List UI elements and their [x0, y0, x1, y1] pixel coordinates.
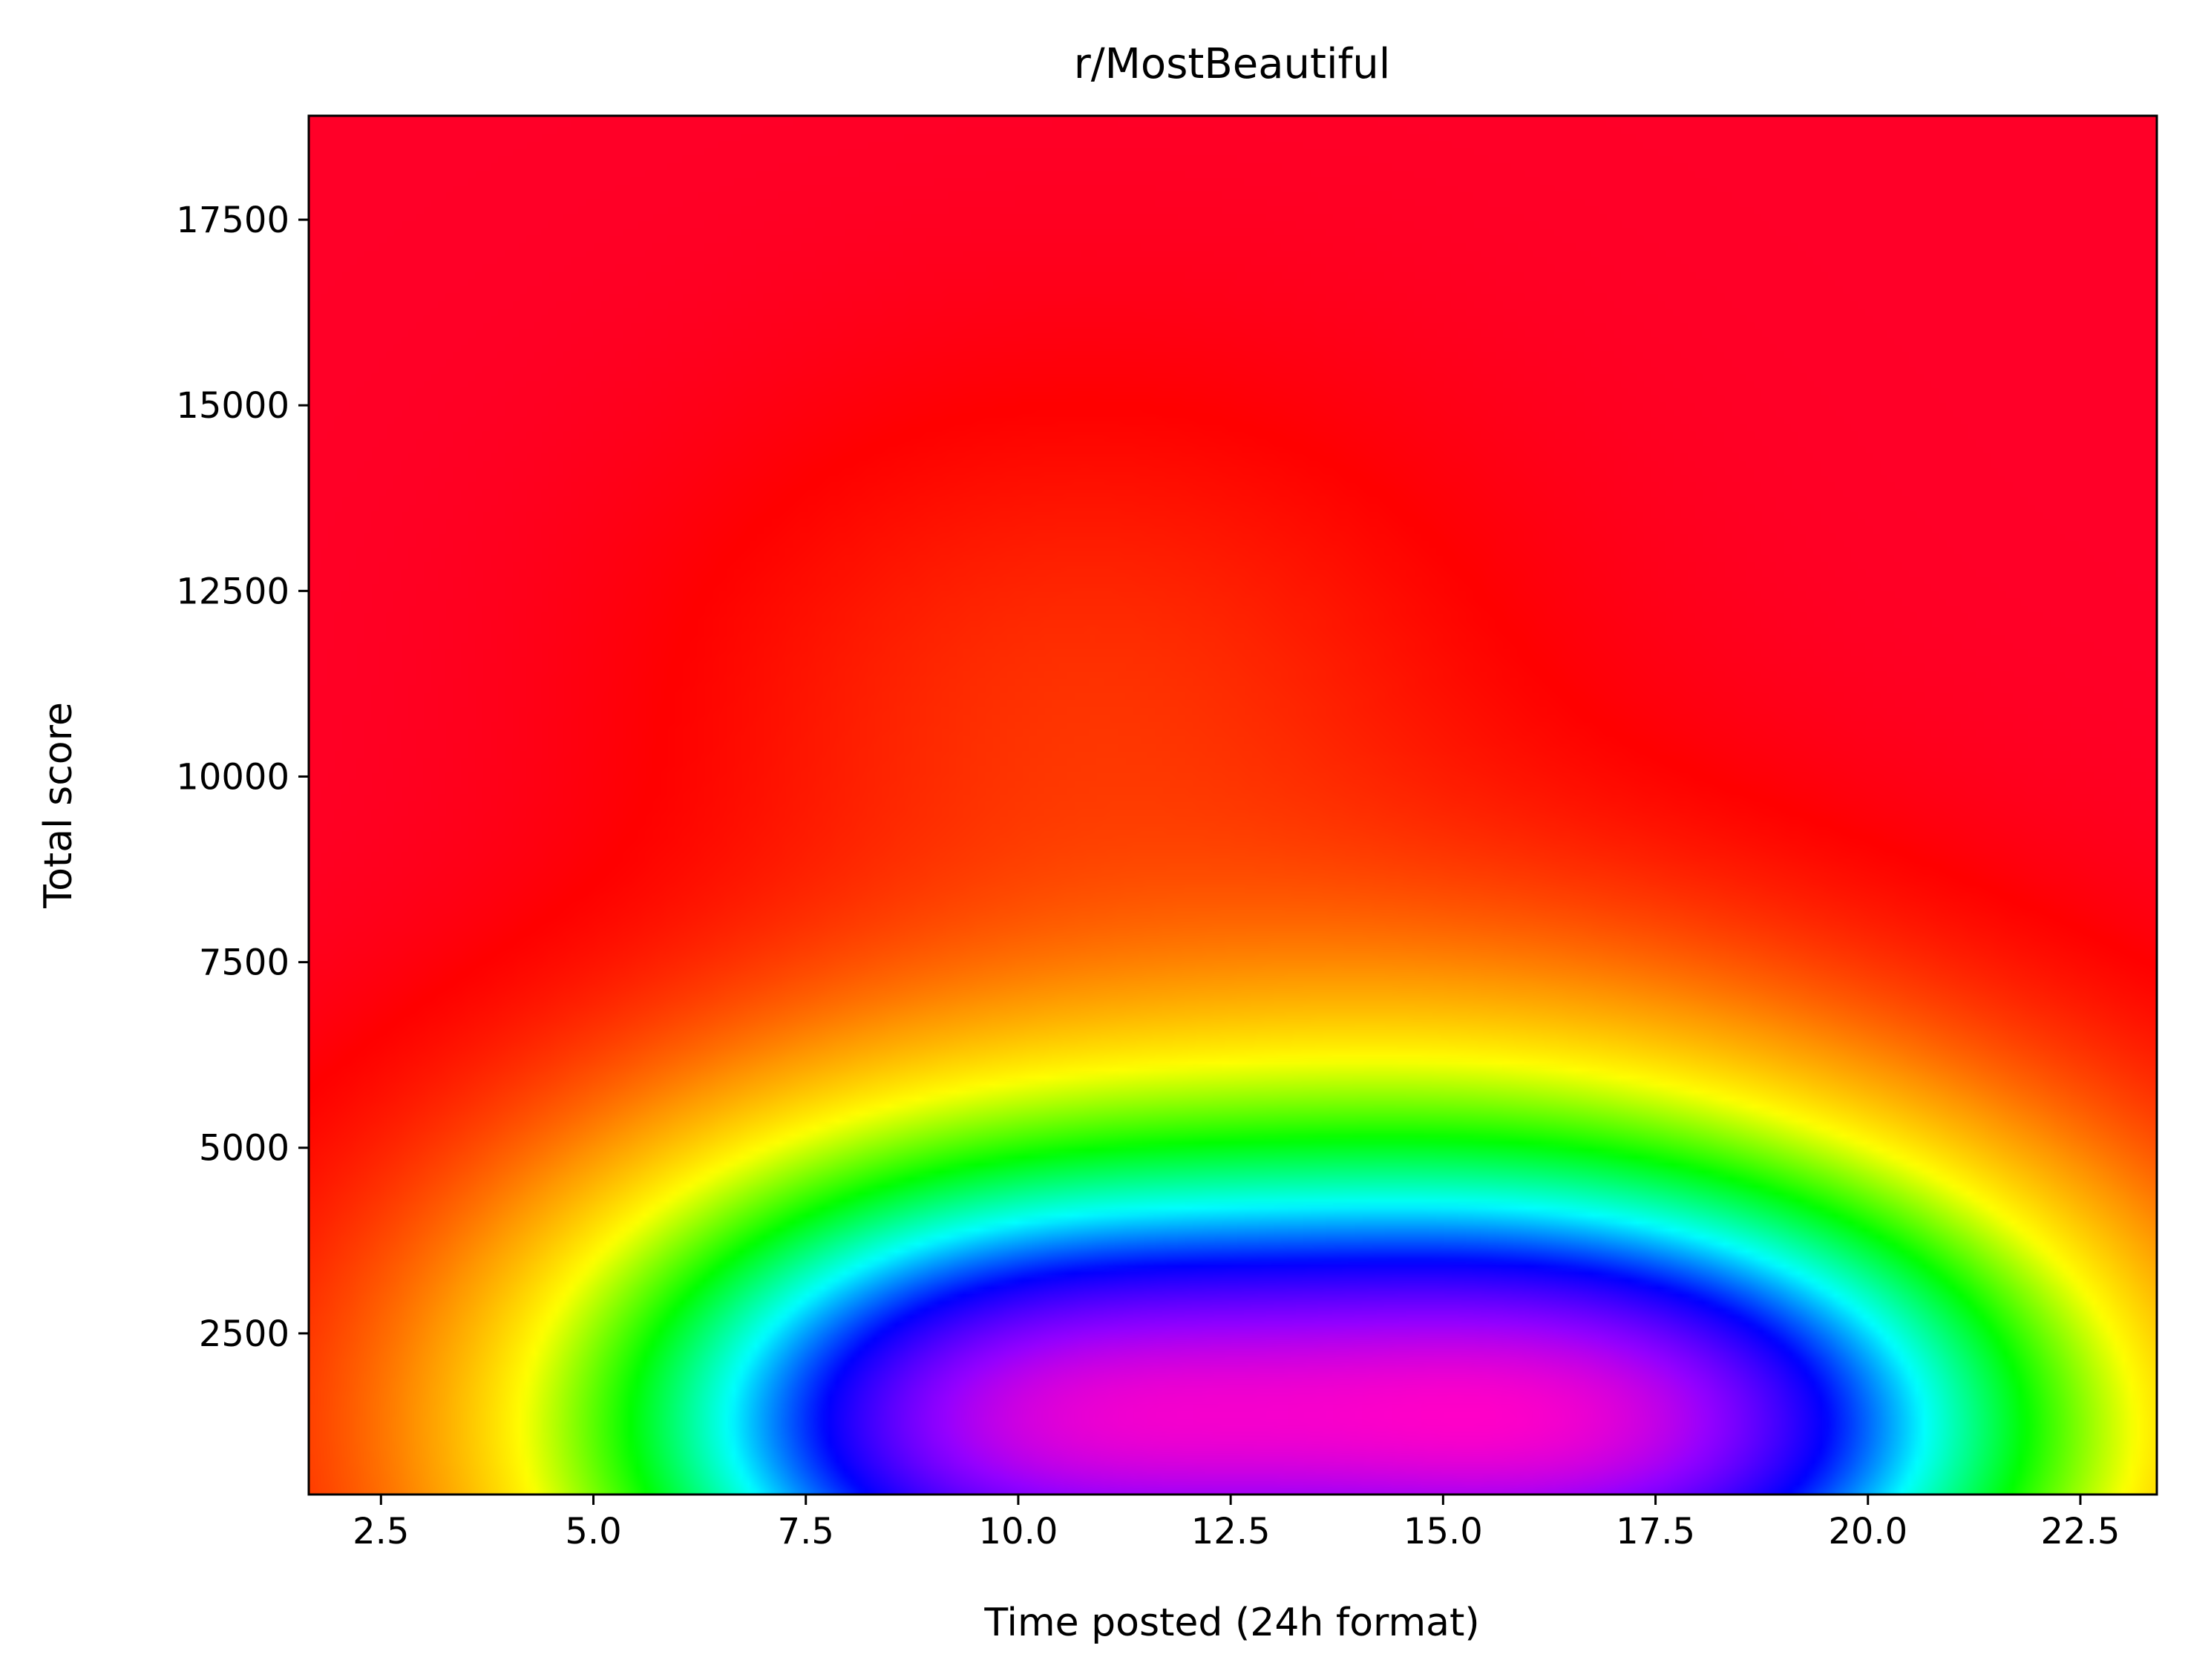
x-tick-label: 5.0 [565, 1511, 621, 1552]
x-tick-label: 17.5 [1616, 1511, 1695, 1552]
y-tick-label: 5000 [199, 1128, 289, 1169]
x-tick-label: 15.0 [1403, 1511, 1483, 1552]
x-axis-label: Time posted (24h format) [983, 1601, 1479, 1645]
chart-title: r/MostBeautiful [1074, 40, 1391, 88]
heatmap-canvas [309, 116, 2157, 1494]
x-tick-label: 20.0 [1828, 1511, 1907, 1552]
x-tick-label: 2.5 [353, 1511, 409, 1552]
y-tick-label: 15000 [176, 385, 289, 427]
x-axis: 2.5 5.0 7.5 10.0 12.5 15.0 17.5 20.0 22.5 [353, 1494, 2120, 1552]
x-tick-label: 10.0 [978, 1511, 1058, 1552]
y-tick-label: 2500 [199, 1313, 289, 1355]
x-tick-label: 7.5 [778, 1511, 834, 1552]
x-tick-label: 22.5 [2041, 1511, 2120, 1552]
y-tick-label: 12500 [176, 571, 289, 612]
x-tick-label: 12.5 [1191, 1511, 1271, 1552]
y-tick-label: 17500 [176, 200, 289, 241]
y-tick-label: 10000 [176, 756, 289, 798]
y-axis-label: Total score [36, 702, 81, 909]
y-axis: 2500 5000 7500 10000 12500 15000 17500 [176, 200, 309, 1355]
heatmap-plot-area [309, 116, 2157, 1494]
plot-frame [307, 114, 2158, 1496]
y-tick-label: 7500 [199, 942, 289, 984]
